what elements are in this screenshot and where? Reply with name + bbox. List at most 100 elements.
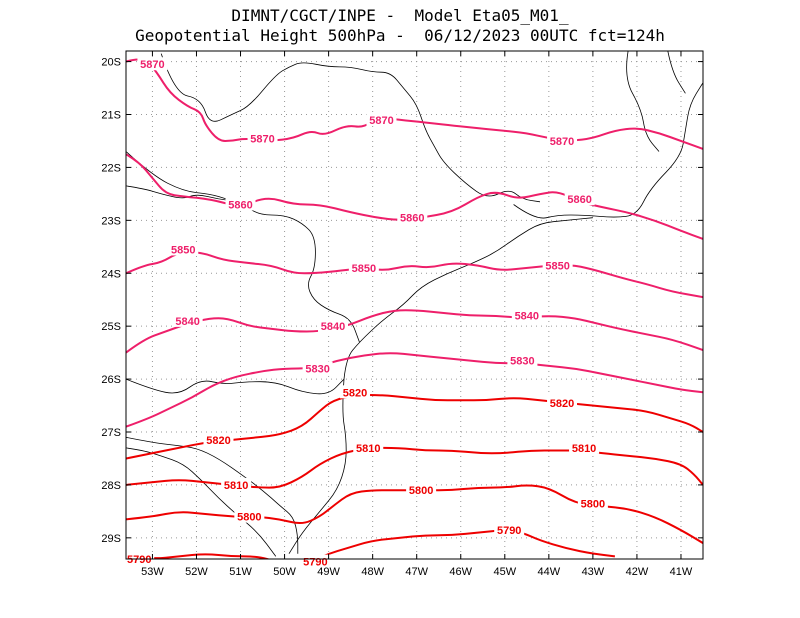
contour-label: 5790 <box>497 525 521 537</box>
contour-label-background <box>366 112 397 126</box>
contour-label-background <box>406 483 437 497</box>
border-line <box>126 151 228 200</box>
x-tick-label: 42W <box>626 566 649 578</box>
contour-5820 <box>126 393 703 460</box>
contour-label-background <box>137 57 168 71</box>
contour-label-background <box>494 522 525 536</box>
contour-label-background <box>340 385 371 399</box>
contour-5870 <box>126 58 703 150</box>
contour-label-background <box>247 131 278 145</box>
contour-label: 5790 <box>127 554 151 566</box>
border-line <box>343 217 593 380</box>
contour-label-background <box>507 353 538 367</box>
contour-label: 5860 <box>228 199 252 211</box>
contour-label: 5840 <box>515 311 539 323</box>
y-tick-label: 21S <box>101 110 121 122</box>
y-tick-label: 28S <box>101 480 121 492</box>
contour-label-background <box>203 432 234 446</box>
contour-label-background <box>547 395 578 409</box>
contour-label-background <box>168 242 199 256</box>
border-line <box>626 51 660 152</box>
contour-label-background <box>348 260 379 274</box>
axis-ticks: 53W 52W 51W 50W 49W 48W 47W 46W 45W 44W 43W 42W 41W 2… <box>101 51 703 578</box>
contour-label: 5800 <box>237 512 261 524</box>
contour-label: 5810 <box>224 480 248 492</box>
contour-label: 5840 <box>321 321 345 333</box>
border-line <box>126 447 277 557</box>
border-line <box>288 379 347 554</box>
border-line <box>126 185 360 343</box>
contour-label: 5820 <box>550 398 574 410</box>
contour-label: 5820 <box>206 435 230 447</box>
contour-label-background <box>564 192 595 206</box>
map-frame <box>125 50 704 560</box>
y-tick-label: 23S <box>101 215 121 227</box>
contour-label-background <box>221 477 252 491</box>
x-tick-label: 47W <box>405 566 428 578</box>
contour-label: 5870 <box>369 115 393 127</box>
x-tick-label: 45W <box>493 566 516 578</box>
x-tick-label: 49W <box>317 566 340 578</box>
contour-label: 5850 <box>545 260 569 272</box>
chart-title-line-2: Geopotential Height 500hPa - 06/12/2023 … <box>135 26 665 45</box>
contour-label: 5800 <box>409 485 433 497</box>
contour-label: 5870 <box>250 133 274 145</box>
contour-label-background <box>397 210 428 224</box>
x-tick-label: 43W <box>582 566 605 578</box>
contour-label-background <box>300 554 331 568</box>
y-tick-label: 25S <box>101 321 121 333</box>
contour-5860 <box>126 153 703 240</box>
contour-label: 5810 <box>356 443 380 455</box>
border-line <box>667 51 686 94</box>
x-tick-label: 48W <box>361 566 384 578</box>
contour-label-background <box>569 440 600 454</box>
contour-label-background <box>318 319 349 333</box>
contour-5790 <box>126 529 616 559</box>
contour-5850 <box>126 251 703 299</box>
contour-label: 5870 <box>140 59 164 71</box>
height-contours <box>126 58 703 559</box>
contour-label: 5840 <box>175 316 199 328</box>
x-tick-label: 51W <box>229 566 252 578</box>
contour-5810 <box>126 446 703 489</box>
contour-label-background <box>302 361 333 375</box>
political-borders <box>126 51 703 557</box>
x-tick-label: 46W <box>449 566 472 578</box>
contour-label: 5810 <box>572 443 596 455</box>
contour-label-background <box>577 496 608 510</box>
contour-label: 5870 <box>550 136 574 148</box>
contour-labels: 5870 5870 5870 5870 5860 5860 5860 5850 5850 5850… <box>124 57 608 569</box>
border-line <box>160 53 541 203</box>
contour-label: 5860 <box>400 213 424 225</box>
contour-label: 5820 <box>343 387 367 399</box>
y-tick-label: 29S <box>101 533 121 545</box>
contour-5840 <box>126 309 703 354</box>
contour-label: 5850 <box>352 263 376 275</box>
contour-label: 5850 <box>171 244 195 256</box>
y-tick-label: 20S <box>101 57 121 69</box>
contour-label-background <box>511 308 542 322</box>
contour-label-background <box>542 258 573 272</box>
contour-label-background <box>353 440 384 454</box>
x-tick-label: 44W <box>538 566 561 578</box>
contour-label-background <box>172 313 203 327</box>
y-tick-label: 27S <box>101 427 121 439</box>
contour-label-background <box>547 133 578 147</box>
x-tick-label: 52W <box>185 566 208 578</box>
y-tick-label: 26S <box>101 374 121 386</box>
chart-title-line-1: DIMNT/CGCT/INPE - Model Eta05_M01_ <box>231 6 569 25</box>
border-line <box>513 82 703 219</box>
contour-label-background <box>225 197 256 211</box>
contour-label-background <box>234 509 265 523</box>
y-tick-label: 22S <box>101 162 121 174</box>
contour-5830 <box>126 352 703 428</box>
border-line <box>126 436 299 554</box>
contour-label: 5860 <box>567 194 591 206</box>
x-tick-label: 53W <box>141 566 164 578</box>
contour-label: 5790 <box>303 557 327 569</box>
x-tick-label: 41W <box>670 566 693 578</box>
contour-label: 5830 <box>510 356 534 368</box>
x-tick-label: 50W <box>273 566 296 578</box>
y-tick-label: 24S <box>101 268 121 280</box>
